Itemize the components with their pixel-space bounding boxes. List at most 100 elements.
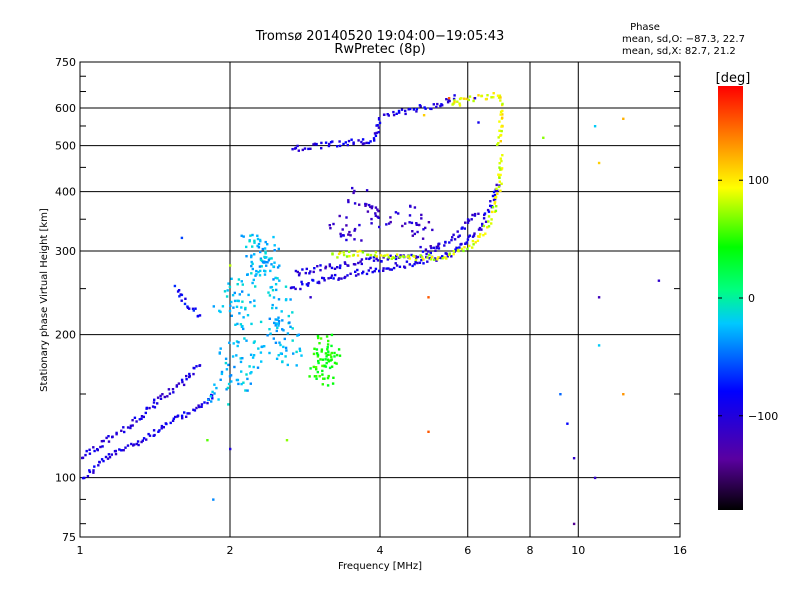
echo-point: [233, 299, 237, 303]
echo-point: [336, 266, 339, 269]
echo-point: [501, 109, 504, 113]
echo-point: [410, 221, 414, 225]
echo-point: [252, 341, 256, 344]
echo-point: [263, 247, 267, 250]
echo-point: [227, 363, 230, 367]
echo-point: [295, 350, 298, 354]
echo-point: [269, 286, 272, 289]
echo-point: [451, 103, 454, 106]
echo-point: [338, 144, 342, 148]
echo-point: [367, 141, 371, 145]
echo-point: [313, 142, 317, 145]
echo-point: [420, 213, 423, 217]
echo-point: [328, 224, 331, 227]
echo-point: [335, 362, 338, 365]
echo-point: [267, 291, 270, 294]
echo-point: [406, 255, 409, 258]
echo-point: [277, 247, 280, 251]
echo-point: [281, 360, 284, 363]
echo-point: [229, 374, 233, 377]
echo-point: [420, 217, 423, 220]
echo-point: [448, 241, 451, 244]
echo-point: [291, 148, 294, 151]
echo-point: [415, 223, 418, 226]
echo-point: [542, 136, 545, 139]
echo-point: [336, 145, 339, 148]
echo-point: [361, 251, 365, 254]
chart-subtitle: RwPretec (8p): [334, 42, 425, 57]
echo-point: [194, 307, 197, 310]
echo-point: [477, 121, 480, 124]
echo-point: [278, 341, 281, 344]
echo-point: [276, 326, 279, 329]
echo-point: [324, 365, 328, 368]
echo-point: [336, 256, 339, 259]
echo-point: [253, 253, 256, 256]
echo-point: [354, 263, 357, 266]
echo-point: [275, 288, 278, 292]
y-tick-label: 100: [55, 472, 76, 485]
echo-point: [272, 278, 275, 281]
echo-point: [424, 226, 427, 230]
echo-point: [429, 251, 432, 255]
echo-point: [329, 227, 332, 230]
echo-point: [446, 255, 449, 258]
echo-point: [257, 347, 260, 350]
echo-point: [495, 183, 498, 187]
echo-point: [284, 285, 288, 288]
echo-point: [301, 268, 304, 271]
echo-point: [88, 469, 91, 472]
echo-point: [487, 220, 490, 223]
echo-point: [321, 369, 324, 373]
echo-point: [376, 208, 379, 211]
echo-point: [415, 110, 418, 113]
echo-point: [331, 252, 334, 255]
echo-point: [236, 322, 239, 326]
echo-point: [172, 417, 175, 420]
colorbar-tick-label: 0: [748, 292, 755, 305]
echo-point: [486, 226, 489, 229]
echo-point: [430, 255, 434, 259]
echo-point: [489, 204, 492, 207]
echo-point: [284, 346, 288, 350]
echo-point: [93, 465, 96, 468]
echo-point: [188, 375, 191, 378]
echo-point: [317, 361, 320, 365]
echo-point: [330, 333, 334, 337]
echo-point: [375, 257, 378, 260]
echo-point: [365, 189, 369, 192]
echo-point: [276, 322, 279, 325]
echo-point: [391, 256, 394, 259]
echo-point: [126, 444, 130, 447]
echo-point: [419, 245, 422, 249]
echo-point: [462, 97, 466, 100]
echo-point: [319, 264, 322, 267]
echo-point: [188, 372, 191, 376]
echo-point: [357, 273, 360, 276]
echo-point: [271, 303, 274, 307]
echo-point: [172, 391, 175, 394]
echo-point: [104, 455, 108, 459]
echo-point: [210, 400, 213, 403]
echo-point: [115, 433, 118, 436]
echo-point: [254, 285, 257, 288]
echo-point: [456, 100, 459, 103]
echo-point: [572, 522, 576, 526]
echo-point: [160, 424, 164, 428]
echo-point: [356, 268, 359, 272]
echo-point: [92, 469, 95, 472]
echo-point: [496, 192, 499, 195]
echo-point: [236, 344, 239, 348]
y-tick-label: 600: [55, 102, 76, 115]
echo-point: [220, 370, 224, 374]
echo-point: [212, 305, 215, 308]
echo-point: [180, 236, 184, 240]
echo-point: [254, 274, 257, 277]
echo-point: [415, 107, 419, 111]
echo-point: [566, 422, 569, 425]
echo-point: [386, 113, 389, 116]
echo-point: [257, 270, 260, 274]
echo-point: [259, 351, 263, 354]
echo-point: [160, 427, 163, 430]
echo-point: [466, 221, 470, 224]
